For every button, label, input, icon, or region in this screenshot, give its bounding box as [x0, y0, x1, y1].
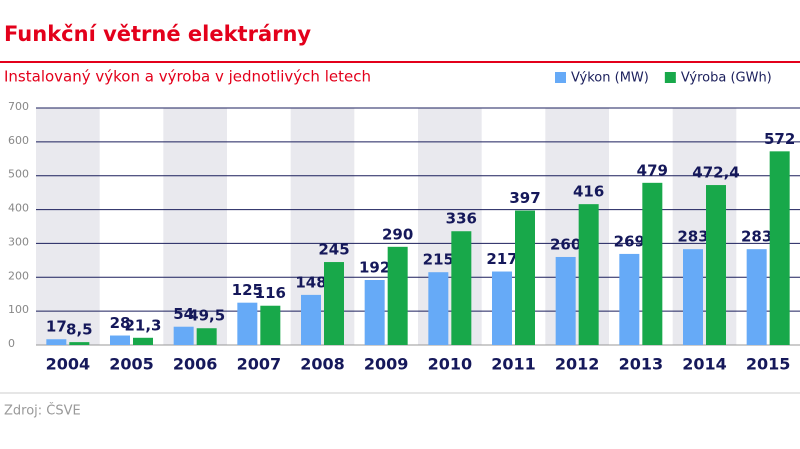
bar [578, 204, 599, 345]
x-tick-label: 2013 [619, 355, 664, 374]
band [545, 108, 609, 345]
bar [237, 302, 258, 345]
bar [260, 305, 281, 345]
data-label: 479 [637, 161, 668, 179]
data-label: 192 [359, 258, 390, 276]
data-label: 21,3 [124, 316, 161, 334]
data-label: 283 [741, 228, 772, 246]
x-tick-label: 2014 [682, 355, 727, 374]
data-label: 148 [295, 273, 326, 291]
bar [555, 256, 576, 345]
y-tick-label: 600 [8, 134, 29, 147]
legend-swatch [664, 72, 676, 83]
y-tick-label: 300 [8, 235, 29, 248]
bar [110, 335, 130, 345]
data-label: 416 [573, 183, 604, 201]
x-tick-label: 2006 [173, 355, 218, 374]
bar [428, 272, 449, 345]
bar [173, 326, 194, 345]
bar [364, 279, 385, 345]
source: Zdroj: ČSVE [4, 403, 81, 419]
x-tick-label: 2005 [109, 355, 154, 374]
bar [515, 210, 535, 345]
y-tick-label: 0 [8, 337, 15, 350]
x-tick-label: 2008 [300, 355, 345, 374]
x-tick-label: 2004 [46, 355, 91, 374]
x-tick-label: 2009 [364, 355, 409, 374]
legend-swatch [555, 72, 566, 83]
bar [492, 271, 512, 345]
bar [301, 294, 321, 345]
y-tick-label: 200 [8, 269, 29, 282]
x-tick-label: 2007 [237, 355, 282, 374]
data-label: 28 [110, 314, 131, 332]
y-tick-label: 100 [8, 303, 29, 316]
data-label: 49,5 [188, 307, 225, 325]
bar [451, 231, 472, 345]
data-label: 125 [232, 281, 263, 299]
data-label: 283 [677, 228, 708, 246]
data-label: 472,4 [692, 164, 739, 182]
bar [683, 249, 703, 345]
data-label: 245 [318, 241, 349, 259]
x-tick-label: 2015 [746, 355, 791, 374]
data-label: 116 [255, 284, 286, 302]
bar [619, 253, 640, 345]
band [290, 108, 355, 345]
data-label: 8,5 [66, 321, 93, 339]
data-label: 260 [550, 235, 581, 253]
bar [324, 262, 344, 345]
legend-label: Výkon (MW) [571, 71, 649, 86]
data-label: 572 [764, 130, 795, 148]
x-tick-label: 2010 [428, 355, 473, 374]
data-label: 397 [509, 189, 540, 207]
bar [642, 182, 663, 345]
bar [746, 249, 767, 345]
bar [46, 339, 67, 345]
data-label: 290 [382, 225, 413, 243]
data-label: 17 [46, 318, 67, 336]
bar [387, 246, 408, 345]
band [672, 108, 737, 345]
bar [133, 337, 153, 345]
bar [706, 185, 726, 345]
data-label: 269 [614, 232, 645, 250]
y-tick-label: 400 [8, 202, 29, 215]
legend-label: Výroba (GWh) [681, 71, 772, 86]
y-tick-label: 500 [8, 168, 29, 181]
chart-subtitle: Instalovaný výkon a výroba v jednotlivýc… [4, 68, 371, 86]
y-tick-label: 700 [8, 100, 29, 113]
data-label: 336 [446, 210, 477, 228]
data-label: 54 [173, 305, 194, 323]
bar [769, 151, 790, 345]
bar [69, 342, 90, 345]
data-label: 215 [423, 251, 454, 269]
band [163, 108, 227, 345]
x-tick-label: 2012 [555, 355, 600, 374]
x-tick-label: 2011 [491, 355, 536, 374]
band [36, 108, 100, 345]
chart-title: Funkční větrné elektrárny [4, 22, 311, 46]
data-label: 217 [486, 250, 517, 268]
bar [196, 328, 217, 345]
